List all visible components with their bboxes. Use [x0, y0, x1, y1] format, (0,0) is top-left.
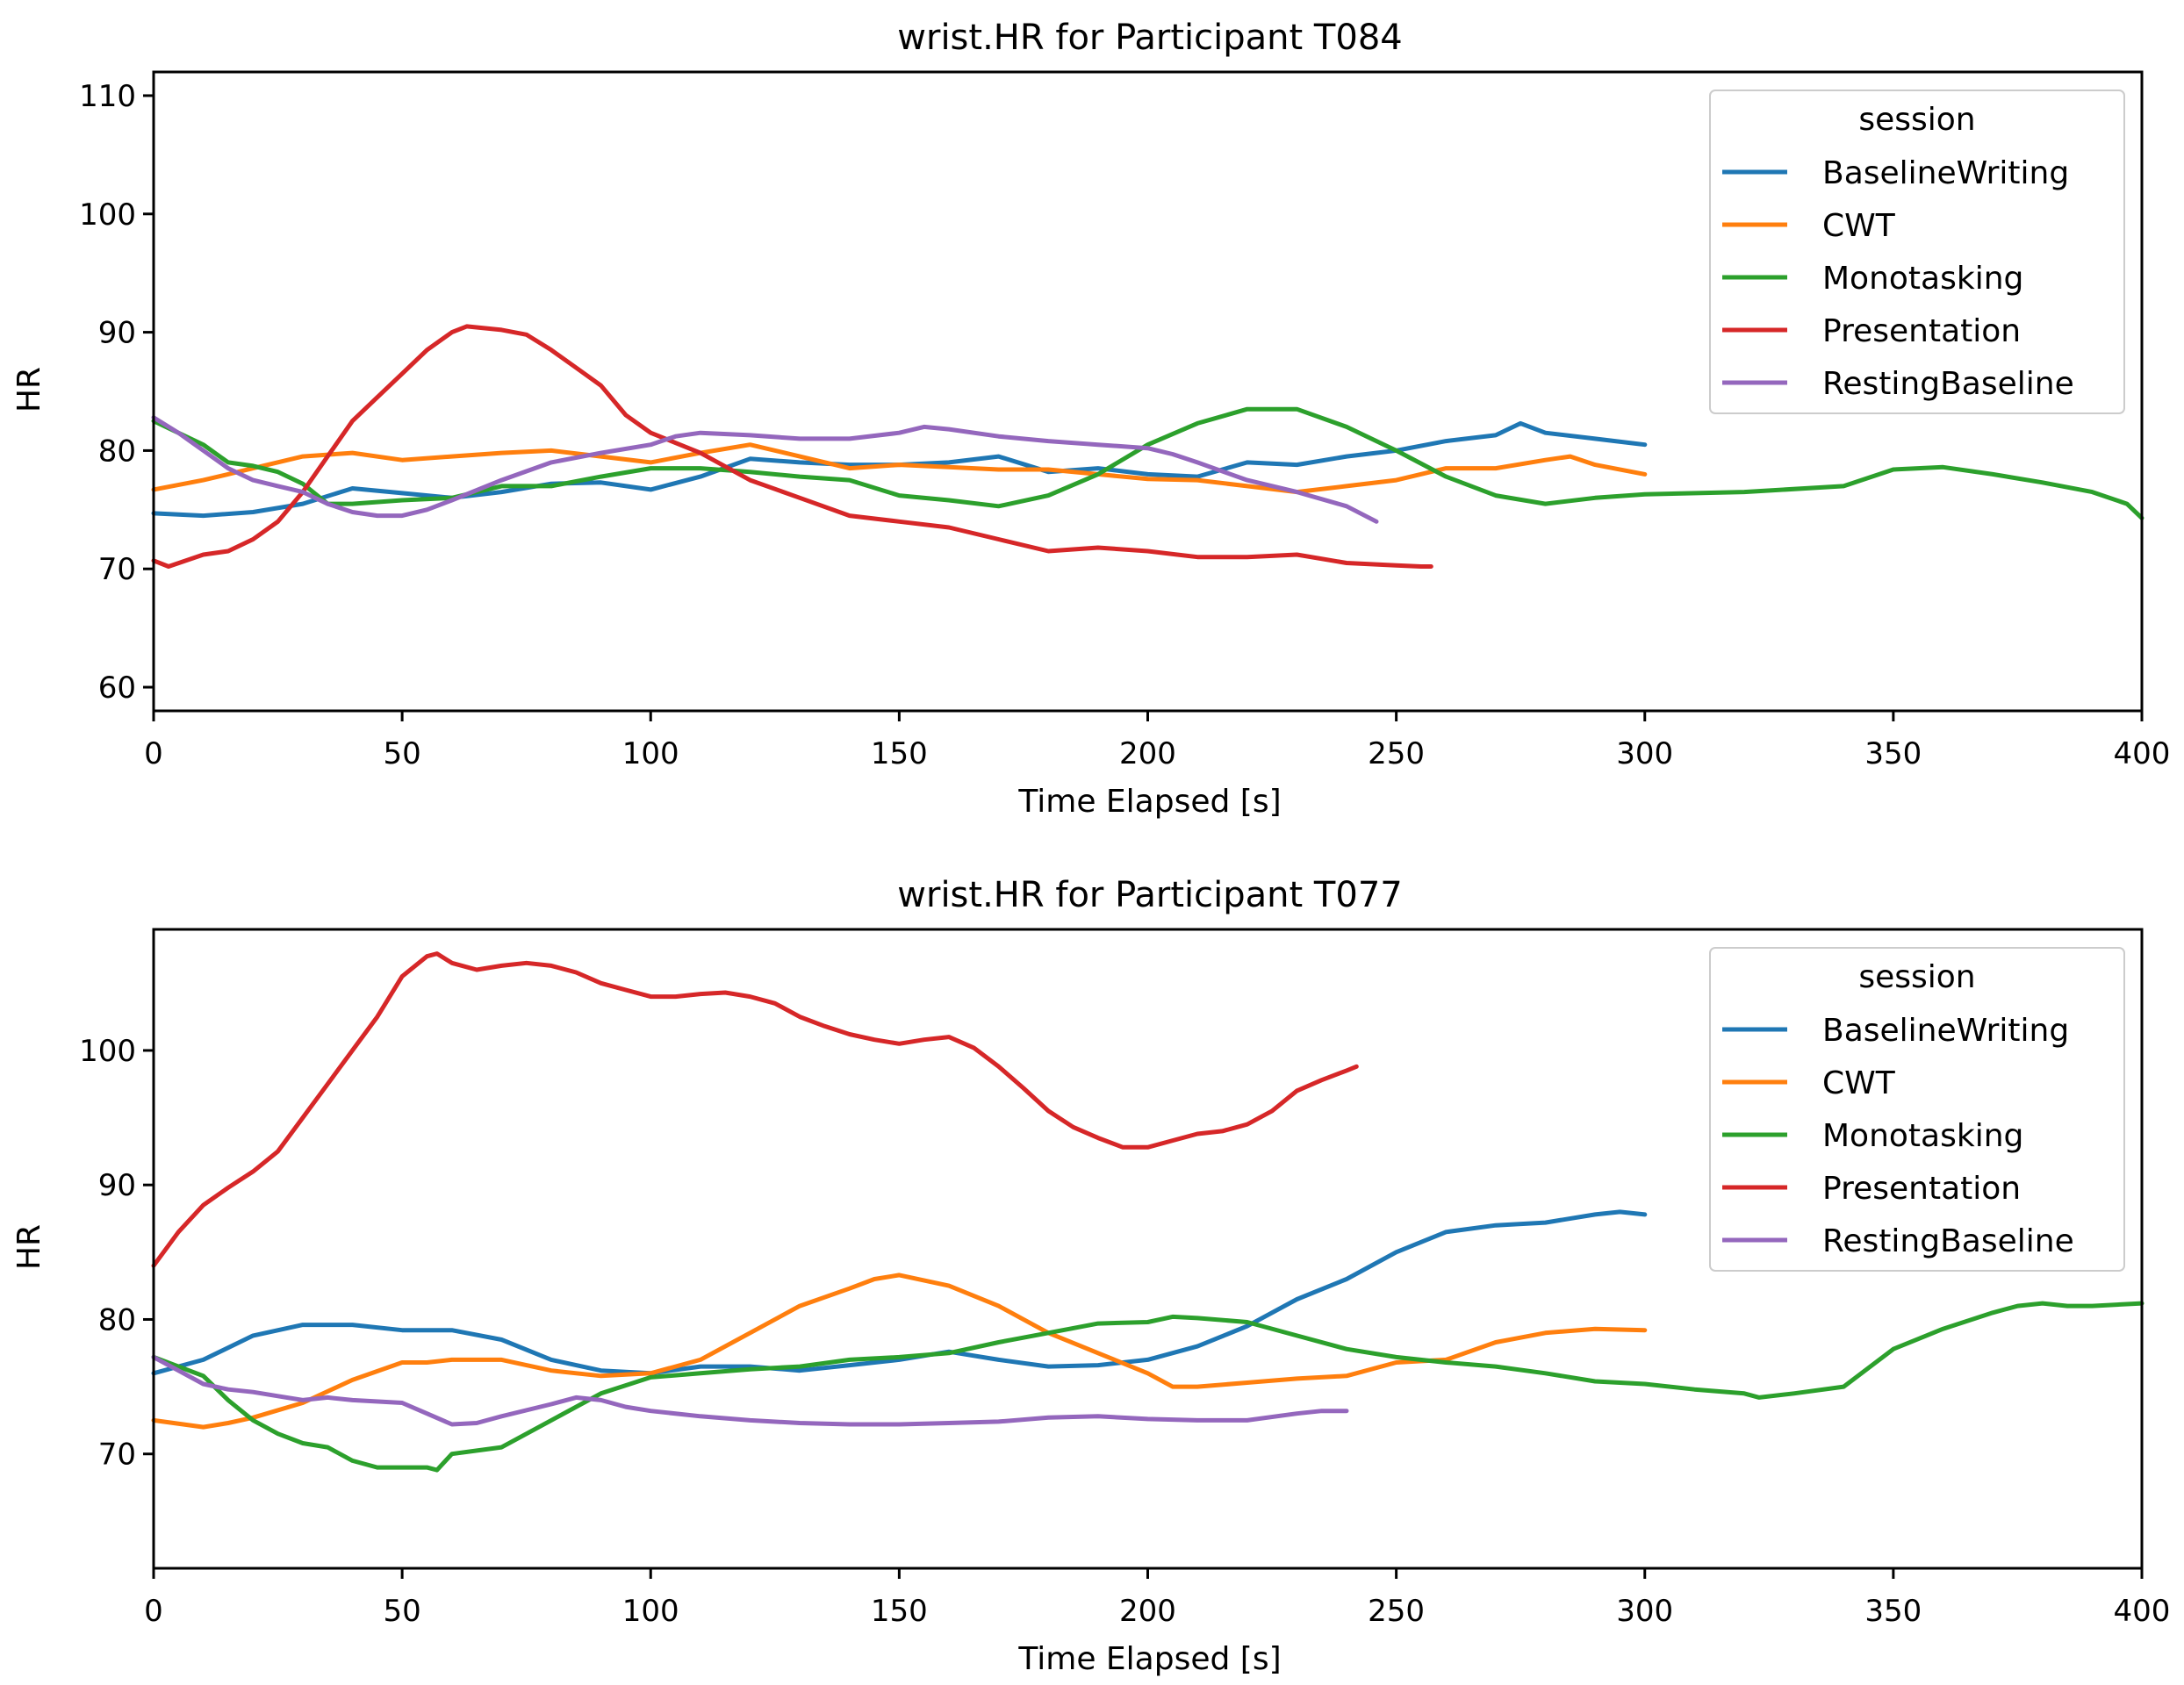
x-tick-label: 50 [383, 1594, 420, 1629]
y-tick-label: 110 [79, 79, 136, 114]
legend: session BaselineWriting CWT Monotasking Pre… [1709, 947, 2125, 1272]
chart-title: wrist.HR for Participant T077 [897, 875, 1402, 915]
legend-label-presentation: Presentation [1822, 1171, 2021, 1207]
x-tick-label: 150 [871, 1594, 928, 1629]
x-tick-label: 350 [1864, 1594, 1922, 1629]
series-line-cwt [151, 442, 1648, 495]
x-tick-label: 0 [144, 736, 163, 771]
y-axis-label: HR [11, 367, 47, 412]
y-tick-label: 90 [98, 316, 136, 351]
legend-title: session [1858, 102, 1975, 138]
y-tick-label: 70 [98, 1438, 136, 1473]
x-tick-label: 300 [1616, 1594, 1673, 1629]
legend-label-presentation: Presentation [1822, 313, 2021, 349]
x-tick-label: 50 [383, 736, 420, 771]
legend-label-baselinewriting: BaselineWriting [1822, 155, 2069, 191]
legend-label-restingbaseline: RestingBaseline [1822, 366, 2074, 402]
legend-label-monotasking: Monotasking [1822, 261, 2023, 297]
series-line-monotasking [151, 1301, 2144, 1473]
x-tick-label: 200 [1119, 1594, 1176, 1629]
x-tick-label: 250 [1368, 1594, 1425, 1629]
x-axis-label: Time Elapsed [s] [1017, 1641, 1281, 1677]
x-tick-label: 400 [2114, 1594, 2171, 1629]
legend-label-baselinewriting: BaselineWriting [1822, 1013, 2069, 1049]
chart-t084: wrist.HR for Participant T084 0 50 100 150 2… [11, 18, 2170, 820]
y-tick-label: 100 [79, 197, 136, 233]
x-tick-label: 100 [622, 736, 679, 771]
series-line-baselinewriting [151, 1209, 1648, 1376]
y-tick-label: 80 [98, 1302, 136, 1337]
x-tick-label: 100 [622, 1594, 679, 1629]
legend: session BaselineWriting CWT Monotasking Pre… [1709, 90, 2125, 414]
plot-area: 0 50 100 150 200 250 300 350 400 70 80 90 100 [79, 928, 2171, 1629]
series-line-restingbaseline [151, 1354, 1349, 1427]
legend-frame [1709, 90, 2125, 414]
legend-entries: BaselineWriting CWT Monotasking Presentatio… [1722, 1013, 2074, 1259]
series-line-monotasking [151, 406, 2144, 520]
legend-title: session [1858, 959, 1975, 995]
series-line-presentation [151, 324, 1433, 569]
legend-label-monotasking: Monotasking [1822, 1118, 2023, 1154]
x-tick-label: 250 [1368, 736, 1425, 771]
series-line-restingbaseline [151, 415, 1379, 524]
x-tick-label: 350 [1864, 736, 1922, 771]
y-tick-label: 70 [98, 552, 136, 587]
y-tick-label: 100 [79, 1034, 136, 1069]
x-tick-label: 150 [871, 736, 928, 771]
series-line-presentation [151, 951, 1359, 1268]
legend-label-cwt: CWT [1822, 1065, 1896, 1101]
plot-area: 0 50 100 150 200 250 300 350 400 60 70 80 90 100 110 [79, 70, 2171, 771]
x-tick-label: 300 [1616, 736, 1673, 771]
series-line-cwt [151, 1273, 1648, 1430]
series-line-baselinewriting [151, 420, 1648, 519]
x-axis-label: Time Elapsed [s] [1017, 784, 1281, 820]
legend-label-cwt: CWT [1822, 208, 1896, 244]
x-tick-label: 200 [1119, 736, 1176, 771]
legend-entries: BaselineWriting CWT Monotasking Presentatio… [1722, 155, 2074, 402]
y-tick-label: 90 [98, 1168, 136, 1203]
x-tick-label: 0 [144, 1594, 163, 1629]
y-tick-label: 80 [98, 434, 136, 469]
chart-title: wrist.HR for Participant T084 [897, 18, 1402, 58]
legend-label-restingbaseline: RestingBaseline [1822, 1223, 2074, 1259]
chart-t077: wrist.HR for Participant T077 0 50 100 150 2… [11, 875, 2170, 1677]
y-tick-label: 60 [98, 670, 136, 706]
x-tick-label: 400 [2114, 736, 2171, 771]
legend-frame [1709, 947, 2125, 1272]
y-axis-label: HR [11, 1224, 47, 1270]
